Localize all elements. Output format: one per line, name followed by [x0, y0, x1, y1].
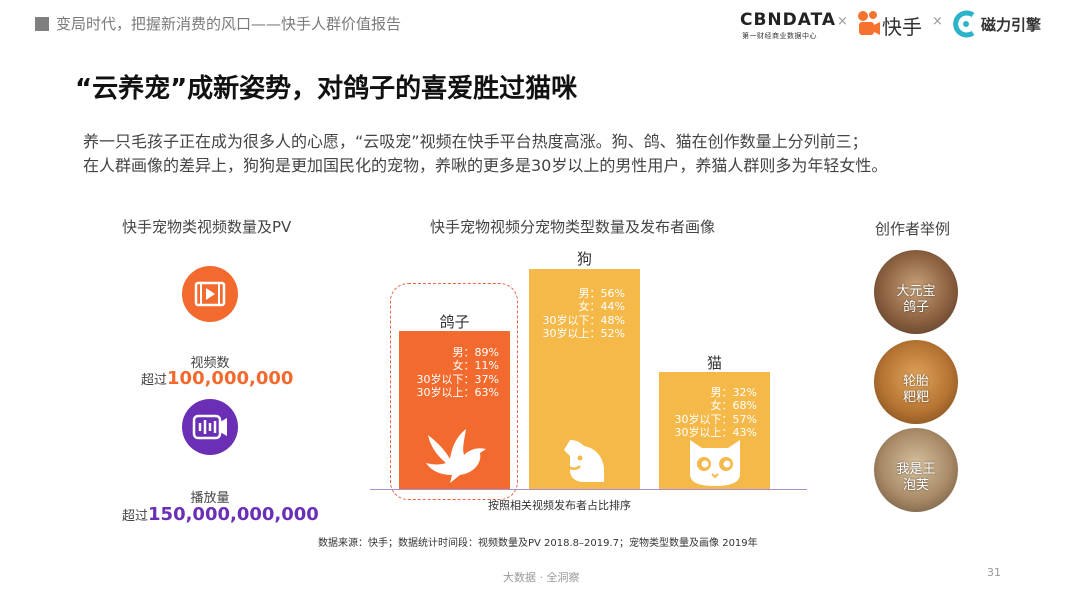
play-count-value: 150,000,000,000 [148, 504, 319, 525]
header-square-icon [35, 17, 49, 31]
page-number: 31 [987, 566, 1001, 579]
video-count-value-row: 超过100,000,000 [141, 368, 293, 389]
creator-avatar-1[interactable]: 大元宝 鸽子 [874, 250, 958, 334]
logo-separator: × [837, 14, 848, 29]
stat-female: 女：68% [710, 399, 757, 413]
creator-name-2-line2: 粑粑 [902, 390, 929, 405]
creator-name-1: 大元宝 鸽子 [874, 284, 958, 316]
cbndata-logo-subtitle: 第一财经商业数据中心 [742, 32, 817, 40]
stat-female: 女：44% [578, 300, 625, 314]
play-count-label: 播放量 [190, 491, 230, 506]
right-panel-title: 创作者举例 [875, 220, 951, 238]
highlight-dashed-frame [390, 283, 518, 500]
stat-over30: 30岁以上：63% [416, 385, 499, 399]
stat-male: 男：56% [578, 287, 625, 300]
play-count-prefix: 超过 [122, 509, 149, 524]
chart-title: 快手宠物视频分宠物类型数量及发布者画像 [430, 218, 716, 236]
paragraph-line-2: 在人群画像的差异上，狗狗是更加国民化的宠物，养啾的更多是30岁以上的男性用户，养… [83, 156, 888, 175]
stat-female: 女：11% [452, 359, 499, 373]
creator-name-3: 我是王 泡芙 [874, 462, 958, 494]
creator-name-3-line1: 我是王 [896, 462, 936, 477]
creator-name-2-line1: 轮胎 [902, 374, 929, 389]
creator-avatar-2[interactable]: 轮胎 粑粑 [874, 340, 958, 424]
stat-male: 男：89% [452, 346, 499, 359]
creator-name-1-line2: 鸽子 [902, 300, 929, 315]
kuaishou-logo-text: 快手 [882, 15, 922, 39]
paragraph-line-1: 养一只毛孩子正在成为很多人的心愿，“云吸宠”视频在快手平台热度高涨。狗、鸽、猫在… [83, 132, 868, 151]
creator-name-2: 轮胎 粑粑 [874, 374, 958, 406]
video-count-label: 视频数 [190, 356, 230, 371]
footer-slogan: 大数据 · 全洞察 [503, 571, 580, 584]
stat-over30: 30岁以上：52% [542, 326, 625, 340]
bar-label-dog: 狗 [576, 250, 592, 268]
slide-title: “云养宠”成新姿势，对鸽子的喜爱胜过猫咪 [75, 74, 578, 104]
bar-label-cat: 猫 [706, 354, 722, 372]
stat-under30: 30岁以下：37% [416, 372, 499, 386]
stat-under30: 30岁以下：48% [542, 313, 625, 327]
dog-icon [556, 430, 612, 490]
logo-separator-2: × [932, 14, 943, 29]
left-panel-title: 快手宠物类视频数量及PV [122, 218, 292, 236]
video-play-icon [182, 266, 238, 322]
stat-over30: 30岁以上：43% [674, 425, 757, 439]
data-source: 数据来源：快手；数据统计时间段：视频数量及PV 2018.8–2019.7；宠物… [318, 538, 758, 549]
video-count-value: 100,000,000 [167, 368, 294, 389]
dove-icon [420, 425, 494, 491]
creator-name-1-line1: 大元宝 [896, 284, 936, 299]
kuaishou-logo-icon [857, 10, 881, 42]
audio-wave-icon [182, 399, 238, 455]
stat-under30: 30岁以下：57% [674, 412, 757, 426]
play-count-value-row: 超过150,000,000,000 [122, 504, 319, 525]
cbndata-logo: CBNDATA [740, 10, 837, 30]
chart-note: 按照相关视频发布者占比排序 [488, 499, 631, 512]
cili-logo-text: 磁力引擎 [981, 16, 1042, 34]
bar-stats-dog: 男：56% 女：44% 30岁以下：48% 30岁以上：52% [529, 287, 625, 340]
report-title: 变局时代，把握新消费的风口——快手人群价值报告 [56, 15, 402, 33]
video-count-prefix: 超过 [141, 373, 168, 388]
stat-male: 男：32% [710, 386, 757, 399]
creator-name-3-line2: 泡芙 [902, 478, 929, 493]
bar-stats-pigeon: 男：89% 女：11% 30岁以下：37% 30岁以上：63% [399, 346, 499, 399]
cat-icon [686, 436, 744, 490]
chart-baseline [370, 489, 807, 490]
bar-label-pigeon: 鸽子 [439, 313, 470, 331]
bar-stats-cat: 男：32% 女：68% 30岁以下：57% 30岁以上：43% [659, 386, 757, 439]
cili-logo-icon [953, 10, 979, 42]
creator-avatar-3[interactable]: 我是王 泡芙 [874, 428, 958, 512]
